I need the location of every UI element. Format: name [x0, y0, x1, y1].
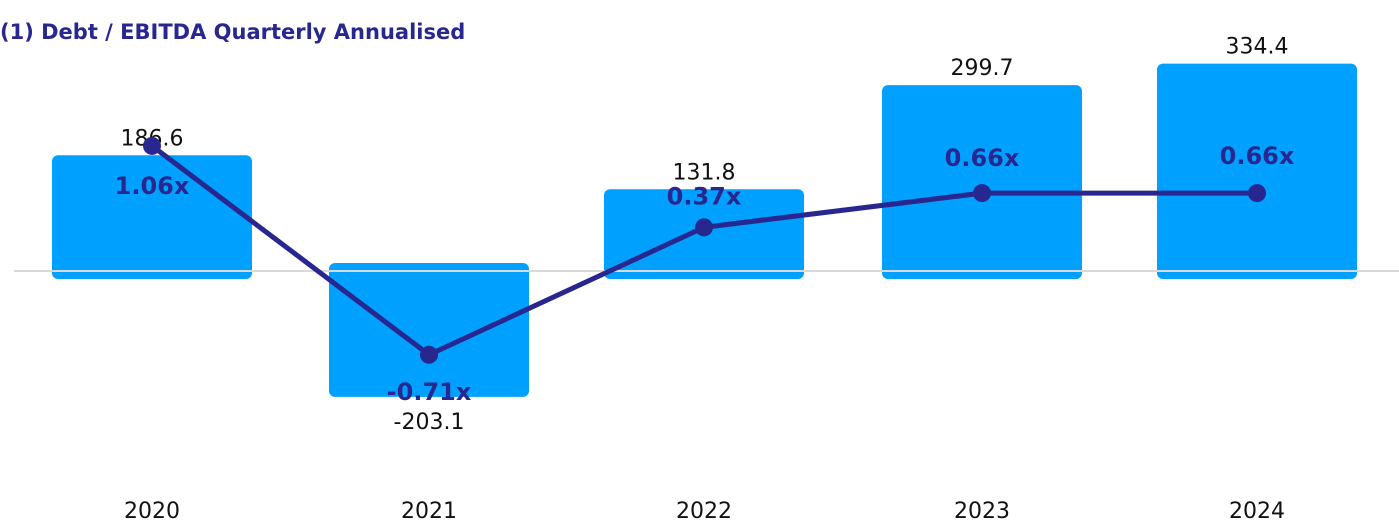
ratio-value-label: 0.37x	[667, 182, 742, 210]
ratio-marker-2021	[420, 345, 438, 364]
bar-2023	[882, 85, 1082, 279]
ratio-marker-2024	[1248, 184, 1266, 203]
ratio-marker-2020	[143, 136, 161, 155]
ratio-value-label: 1.06x	[115, 172, 190, 200]
bar-2021	[329, 263, 529, 397]
bar-value-label: 334.4	[1226, 35, 1289, 60]
ratio-value-label: -0.71x	[387, 378, 472, 406]
bar-2024	[1157, 63, 1357, 280]
year-label-2022: 2022	[676, 499, 732, 524]
bar-value-label: -203.1	[394, 410, 465, 435]
bar-value-label: 299.7	[951, 56, 1014, 81]
bars-layer	[52, 63, 1357, 397]
ratio-value-label: 0.66x	[1220, 142, 1295, 170]
ratio-line-layer	[143, 136, 1266, 364]
ratio-value-label: 0.66x	[945, 144, 1020, 172]
ratio-marker-2022	[695, 218, 713, 237]
ratio-marker-2023	[973, 184, 991, 203]
year-labels-layer: 2020 2021 2022 2023 2024	[124, 499, 1285, 524]
year-label-2021: 2021	[401, 499, 457, 524]
ratio-labels-layer: 1.06x -0.71x 0.37x 0.66x 0.66x	[115, 142, 1295, 406]
year-label-2023: 2023	[954, 499, 1010, 524]
year-label-2024: 2024	[1229, 499, 1285, 524]
chart-title: (1) Debt / EBITDA Quarterly Annualised	[0, 20, 466, 44]
year-label-2020: 2020	[124, 499, 180, 524]
bar-value-label: 131.8	[673, 160, 736, 185]
